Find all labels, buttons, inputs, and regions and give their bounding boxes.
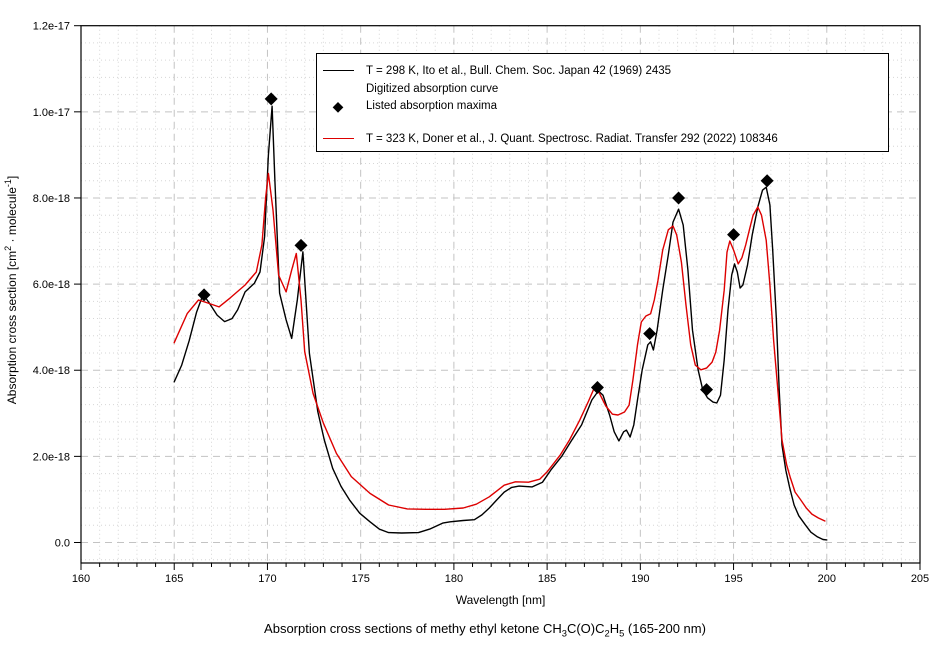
diamond-marker-icon <box>672 191 686 205</box>
x-tick-label: 160 <box>72 573 90 585</box>
y-tick-label: 6.0e-18 <box>33 279 70 291</box>
x-tick-label: 195 <box>724 573 742 585</box>
y-tick-label: 4.0e-18 <box>33 365 70 377</box>
diamond-marker-icon <box>264 92 278 106</box>
legend-item-listed-maxima: ◆ Listed absorption maxima <box>317 97 497 114</box>
x-tick-label: 165 <box>165 573 183 585</box>
legend-item-ito-1969: T = 298 K, Ito et al., Bull. Chem. Soc. … <box>317 62 671 79</box>
y-tick-label: 2.0e-18 <box>33 451 70 463</box>
diamond-marker-icon <box>643 327 657 341</box>
x-tick-label: 185 <box>538 573 556 585</box>
diamond-marker-icon <box>294 238 308 252</box>
figure-caption: Absorption cross sections of methy ethyl… <box>264 621 706 639</box>
y-tick-label: 1.2e-17 <box>33 21 70 33</box>
series-curve-0 <box>173 105 828 541</box>
legend-black-line-sample <box>322 70 354 71</box>
legend: T = 298 K, Ito et al., Bull. Chem. Soc. … <box>316 53 889 152</box>
y-tick-label: 0.0 <box>55 538 70 550</box>
diamond-marker-icon <box>727 228 741 242</box>
y-tick-label: 8.0e-18 <box>33 193 70 205</box>
series-curve-1 <box>173 172 826 522</box>
legend-item-digitized-curve: Digitized absorption curve <box>317 80 498 97</box>
x-tick-label: 170 <box>258 573 276 585</box>
x-tick-label: 180 <box>445 573 463 585</box>
legend-item-doner-2022: T = 323 K, Doner et al., J. Quant. Spect… <box>317 130 778 147</box>
y-tick-label: 1.0e-17 <box>33 107 70 119</box>
axis-tick-labels: 160 165 170 175 180 185 190 195 200 205 0.0 2.0e-18… <box>33 21 929 585</box>
x-tick-label: 190 <box>631 573 649 585</box>
diamond-marker-icon <box>590 380 604 394</box>
y-axis-title: Absorption cross section [cm2 · molecule… <box>3 176 19 404</box>
axis-ticks <box>74 25 921 570</box>
diamond-marker-icon: ◆ <box>332 97 344 114</box>
diamond-marker-icon <box>197 288 211 302</box>
absorption-maxima-markers <box>197 92 774 397</box>
plot-frame <box>80 25 921 564</box>
legend-label: T = 298 K, Ito et al., Bull. Chem. Soc. … <box>366 64 672 77</box>
x-axis-title: Wavelength [nm] <box>456 593 546 607</box>
legend-red-line-sample <box>322 138 354 139</box>
legend-label: T = 323 K, Doner et al., J. Quant. Spect… <box>366 132 778 145</box>
x-tick-label: 175 <box>351 573 369 585</box>
x-tick-label: 200 <box>818 573 836 585</box>
legend-label: Digitized absorption curve <box>366 82 499 95</box>
diamond-marker-icon <box>760 174 774 188</box>
diamond-marker-icon <box>700 383 714 397</box>
legend-label: Listed absorption maxima <box>366 99 498 112</box>
x-tick-label: 205 <box>911 573 929 585</box>
